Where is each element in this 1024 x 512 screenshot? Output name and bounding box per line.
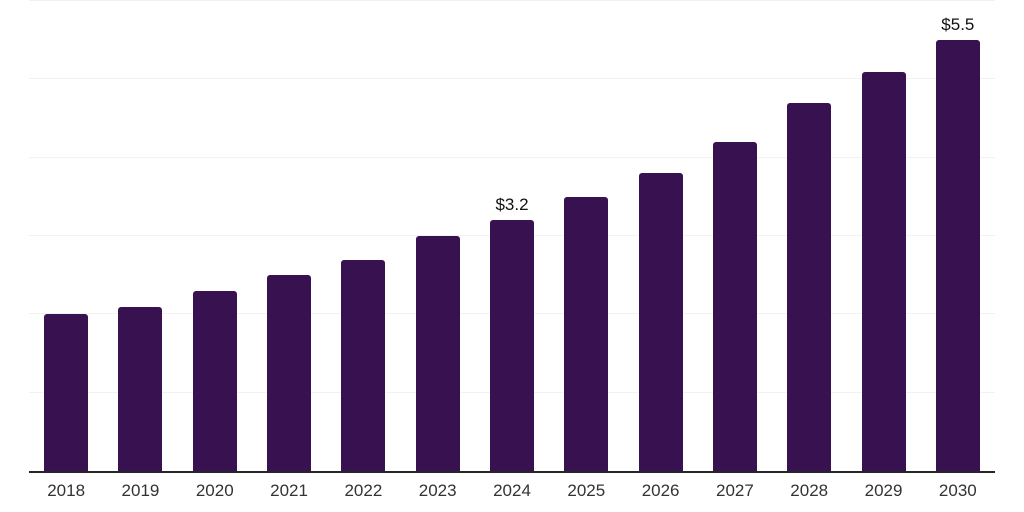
bar-2025 <box>564 196 609 471</box>
bar-2029 <box>861 71 906 471</box>
gridline <box>29 0 995 1</box>
x-tick-label-2020: 2020 <box>195 481 234 500</box>
x-tick-label-2021: 2021 <box>270 481 308 500</box>
x-tick-label-2029: 2029 <box>864 481 903 500</box>
x-tick-label-2028: 2028 <box>790 481 829 500</box>
bar-2023 <box>415 236 460 471</box>
bar-2027 <box>712 142 757 471</box>
x-tick-label-2023: 2023 <box>418 481 457 500</box>
bar-2028 <box>787 102 832 471</box>
x-tick-label-2022: 2022 <box>344 481 383 500</box>
x-tick-label-2030: 2030 <box>938 481 977 500</box>
bar-2022 <box>341 259 386 471</box>
bar-2026 <box>638 173 683 471</box>
bar-2019 <box>118 306 163 471</box>
x-axis-tick-labels: 2018 2019 2020 2021 2022 2023 2024 2025 2026 2027… <box>29 481 995 505</box>
x-tick-label-2018: 2018 <box>47 481 86 500</box>
bar-value-label-2024: $3.2 <box>495 195 529 215</box>
gridline <box>29 78 995 80</box>
bar-2024 <box>490 220 534 471</box>
bar-2018 <box>44 314 89 471</box>
x-tick-label-2019: 2019 <box>121 481 160 500</box>
x-tick-label-2025: 2025 <box>567 481 606 500</box>
x-tick-label-2024: 2024 <box>493 481 531 500</box>
bar-value-label-2030: $5.5 <box>941 15 975 35</box>
plot-area: $3.2 $5.5 <box>29 0 995 473</box>
x-tick-label-2027: 2027 <box>716 481 754 500</box>
bar-2021 <box>267 275 312 471</box>
bar-2020 <box>192 290 237 471</box>
x-tick-label-2026: 2026 <box>641 481 680 500</box>
gridline <box>29 156 995 158</box>
bar-2030 <box>935 40 980 471</box>
